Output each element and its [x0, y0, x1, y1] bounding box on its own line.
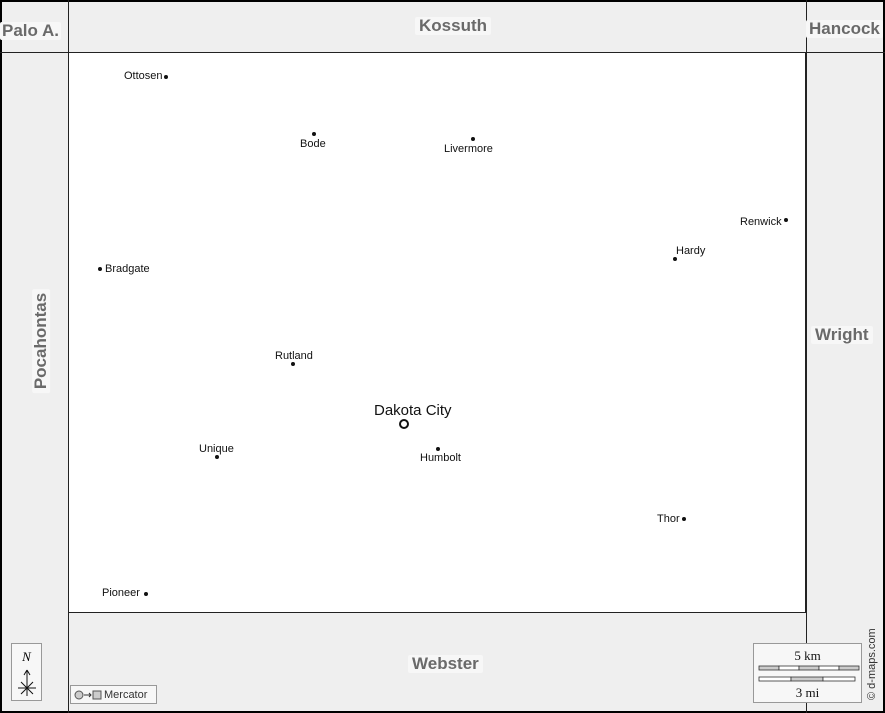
north-label: N [22, 649, 31, 664]
border-line [0, 52, 68, 53]
scale-mi-label: 3 mi [795, 685, 820, 700]
neighbor-webster: Webster [408, 655, 483, 673]
town-label: Bradgate [105, 263, 150, 275]
town-label: Rutland [275, 350, 313, 362]
seat-label: Dakota City [374, 402, 452, 419]
projection-label: Mercator [104, 688, 148, 701]
town-label: Renwick [740, 216, 782, 228]
circle-to-square-icon [74, 690, 102, 699]
town-dot [436, 447, 440, 451]
town-label: Livermore [444, 143, 493, 155]
border-line [806, 52, 885, 53]
town-label: Humbolt [420, 452, 461, 464]
town-dot [215, 455, 219, 459]
scale-km-label: 5 km [794, 648, 821, 663]
town-label: Thor [657, 513, 680, 525]
border-line [68, 0, 69, 713]
town-label: Ottosen [124, 70, 163, 82]
town-dot [682, 517, 686, 521]
town-label: Hardy [676, 245, 706, 257]
border-line [806, 0, 807, 713]
town-dot [673, 257, 677, 261]
neighbor-kossuth: Kossuth [415, 17, 491, 35]
town-dot [291, 362, 295, 366]
seat-marker [399, 419, 409, 429]
town-dot [471, 137, 475, 141]
town-label: Pioneer [102, 587, 140, 599]
neighbor-wright: Wright [811, 326, 873, 344]
town-label: Unique [199, 443, 234, 455]
town-dot [784, 218, 788, 222]
town-dot [164, 75, 168, 79]
town-dot [98, 267, 102, 271]
neighbor-palo-alto: Palo A. [0, 21, 61, 40]
credit-text: © d-maps.com [866, 628, 878, 700]
scale-bar: 5 km 3 mi [753, 643, 862, 703]
scale-bars-graphic [758, 665, 860, 682]
town-label: Bode [300, 138, 326, 150]
town-dot [312, 132, 316, 136]
county-area [68, 52, 806, 613]
projection-box: Mercator [70, 685, 157, 704]
north-arrow: N [11, 643, 42, 701]
compass-rose-icon [18, 669, 36, 696]
neighbor-hancock: Hancock [806, 20, 883, 38]
town-dot [144, 592, 148, 596]
neighbor-pocahontas: Pocahontas [31, 288, 51, 394]
